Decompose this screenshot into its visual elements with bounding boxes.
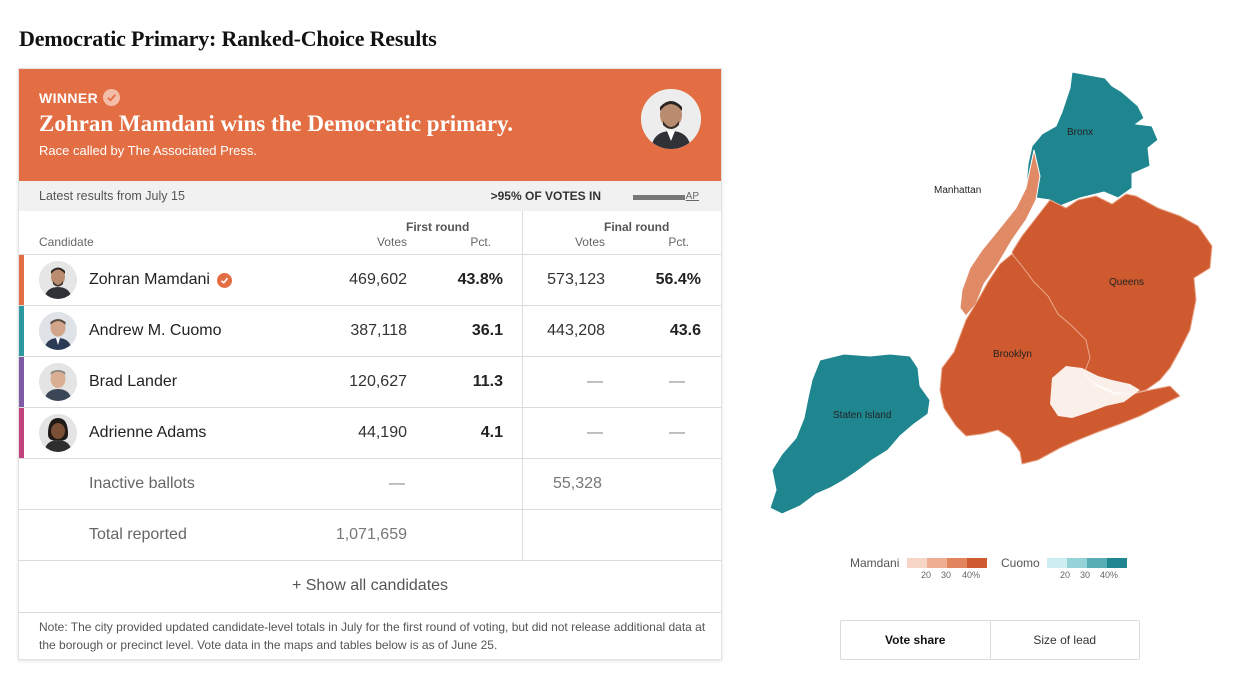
show-all-candidates-button[interactable]: + Show all candidates	[19, 561, 721, 613]
manhattan-shape	[959, 149, 1041, 317]
r2-votes: —	[587, 373, 603, 390]
total-reported-row: Total reported 1,071,659	[19, 510, 721, 561]
legend-swatch	[1067, 558, 1087, 568]
col-votes-r1: Votes	[376, 235, 407, 249]
r2-pct: —	[669, 424, 685, 441]
votes-in-label: >95% OF VOTES IN	[490, 189, 601, 203]
candidate-row: Adrienne Adams 44,190 4.1 — —	[19, 408, 721, 459]
manhattan-label: Manhattan	[934, 185, 982, 196]
legend-swatch	[967, 558, 987, 568]
inactive-r1-votes: —	[389, 475, 405, 492]
footnote: Note: The city provided updated candidat…	[39, 620, 706, 652]
results-card: WINNER Zohran Mamdani wins the Democrati…	[18, 68, 722, 660]
col-votes-r2: Votes	[574, 235, 605, 249]
winner-tag: WINNER	[39, 89, 121, 106]
bronx-label: Bronx	[1067, 127, 1094, 138]
latest-results-text: Latest results from July 15	[39, 189, 185, 203]
winner-banner: WINNER Zohran Mamdani wins the Democrati…	[19, 69, 721, 181]
col-pct-r1: Pct.	[470, 235, 491, 249]
legend-swatch	[1047, 558, 1067, 568]
r1-pct: 36.1	[471, 322, 503, 339]
legend-swatch	[1107, 558, 1127, 568]
status-bar: Latest results from July 15 >95% OF VOTE…	[19, 181, 721, 211]
legend-tick: 40%	[962, 570, 981, 580]
legend-tick: 30	[941, 570, 952, 580]
legend-swatch	[927, 558, 947, 568]
legend-tick: 40%	[1100, 570, 1119, 580]
r2-pct: 43.6	[669, 322, 701, 339]
page-title: Democratic Primary: Ranked-Choice Result…	[19, 26, 437, 51]
votes-progress-bar	[633, 195, 685, 200]
winner-avatar	[641, 89, 701, 149]
table-header: Candidate First round Votes Pct. Final r…	[19, 211, 721, 255]
candidate-name: Adrienne Adams	[89, 424, 207, 441]
total-label: Total reported	[89, 526, 187, 543]
total-r1-votes: 1,071,659	[335, 526, 407, 543]
brooklyn-label: Brooklyn	[993, 349, 1032, 360]
candidate-row: Zohran Mamdani 469,602 43.8% 573,123 56.…	[19, 255, 721, 306]
candidate-photo	[39, 414, 77, 452]
banner-subtitle: Race called by The Associated Press.	[39, 143, 257, 158]
r2-votes: —	[587, 424, 603, 441]
candidate-color-stripe	[19, 306, 24, 356]
candidate-name: Zohran Mamdani	[89, 271, 210, 288]
candidate-row: Andrew M. Cuomo 387,118 36.1 443,208 43.…	[19, 306, 721, 357]
r1-pct: 11.3	[472, 373, 503, 390]
legend-swatch	[1087, 558, 1107, 568]
queens-label: Queens	[1109, 277, 1145, 288]
inactive-ballots-row: Inactive ballots — 55,328	[19, 459, 721, 510]
winner-label: WINNER	[39, 89, 99, 106]
r1-votes: 387,118	[350, 322, 407, 339]
r1-pct: 4.1	[480, 424, 503, 441]
map-legend: Mamdani 20 30 40% Cuomo 20 30 40%	[850, 556, 1150, 586]
candidate-name: Andrew M. Cuomo	[89, 322, 222, 339]
r1-votes: 44,190	[358, 424, 407, 441]
r2-votes: 443,208	[547, 322, 605, 339]
legend-tick: 30	[1080, 570, 1091, 580]
candidate-name: Brad Lander	[89, 373, 178, 390]
candidate-color-stripe	[19, 408, 24, 458]
legend-cuomo-label: Cuomo	[1001, 556, 1040, 570]
r1-votes: 469,602	[349, 271, 407, 288]
map-mode-toggle: Vote share Size of lead	[840, 620, 1140, 660]
legend-swatch	[947, 558, 967, 568]
candidate-photo	[39, 363, 77, 401]
r1-pct: 43.8%	[457, 271, 503, 288]
check-icon	[103, 89, 121, 106]
borough-map: Bronx Manhattan Queens Brooklyn Staten I…	[760, 68, 1230, 528]
r1-votes: 120,627	[349, 373, 407, 390]
col-candidate: Candidate	[39, 235, 94, 249]
jamaica-bay-shape	[1050, 366, 1140, 418]
ap-source-link[interactable]: AP	[685, 191, 699, 202]
size-of-lead-button[interactable]: Size of lead	[989, 621, 1140, 659]
candidate-photo	[39, 261, 77, 299]
vote-share-button[interactable]: Vote share	[885, 633, 946, 647]
winner-check-icon	[216, 272, 232, 288]
round-divider	[522, 211, 523, 561]
candidate-color-stripe	[19, 357, 24, 407]
legend-mamdani-label: Mamdani	[850, 556, 900, 570]
candidate-row: Brad Lander 120,627 11.3 — —	[19, 357, 721, 408]
banner-headline: Zohran Mamdani wins the Democratic prima…	[39, 111, 514, 136]
legend-tick: 20	[1060, 570, 1071, 580]
brooklyn-shape	[939, 253, 1181, 465]
first-round-title: First round	[406, 220, 470, 234]
r2-pct: —	[669, 373, 685, 390]
staten-island-shape	[769, 353, 931, 515]
legend-swatch	[907, 558, 927, 568]
col-pct-r2: Pct.	[668, 235, 689, 249]
candidate-photo	[39, 312, 77, 350]
legend-tick: 20	[921, 570, 932, 580]
candidate-color-stripe	[19, 255, 24, 305]
staten-island-label: Staten Island	[833, 410, 892, 421]
r2-pct: 56.4%	[655, 271, 701, 288]
r2-votes: 573,123	[547, 271, 605, 288]
inactive-label: Inactive ballots	[89, 475, 195, 492]
bronx-shape	[1025, 71, 1159, 207]
final-round-title: Final round	[604, 220, 670, 234]
inactive-r2-votes: 55,328	[553, 475, 602, 492]
